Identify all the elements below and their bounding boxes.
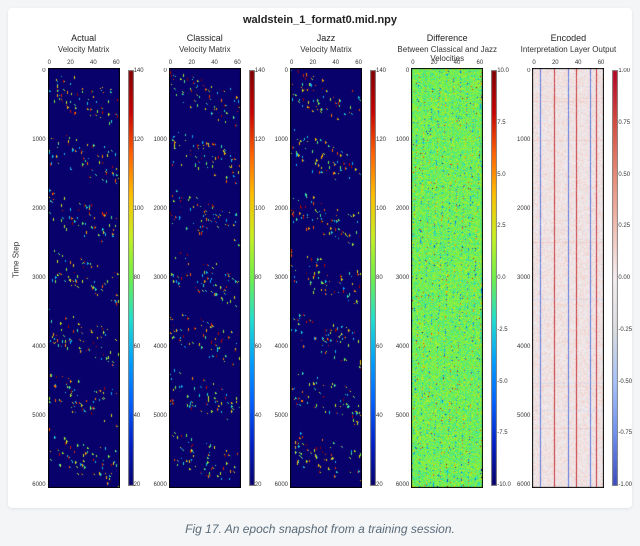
- figure-title: waldstein_1_format0.mid.npy: [8, 14, 632, 26]
- heatmap-canvas: [48, 68, 120, 488]
- plot-wrap: 020406001000200030004000500060001.000.75…: [532, 68, 604, 488]
- plot-wrap: 0204060010002000300040005000600014012010…: [290, 68, 362, 488]
- heatmap-canvas: [532, 68, 604, 488]
- y-ticks: 0100020003000400050006000: [510, 68, 530, 488]
- x-ticks: 0204060: [169, 60, 241, 66]
- colorbar-ticks: 1.000.750.500.250.00-0.25-0.50-0.75-1.00: [618, 68, 634, 488]
- panel-jazz: JazzVelocity Matrix020406001000200030004…: [268, 34, 383, 500]
- plot-wrap: 0204060010002000300040005000600014012010…: [48, 68, 120, 488]
- y-ticks: 0100020003000400050006000: [389, 68, 409, 488]
- plot-wrap: 0204060010002000300040005000600010.07.55…: [411, 68, 483, 488]
- x-ticks: 0204060: [532, 60, 604, 66]
- y-ticks: 0100020003000400050006000: [26, 68, 46, 488]
- heatmap-canvas: [290, 68, 362, 488]
- panel-actual: ActualVelocity Matrix0204060010002000300…: [26, 34, 141, 500]
- panel-difference: DifferenceBetween Classical and Jazz Vel…: [390, 34, 505, 500]
- panels-row: ActualVelocity Matrix0204060010002000300…: [26, 34, 626, 500]
- figure-caption: Fig 17. An epoch snapshot from a trainin…: [0, 522, 640, 536]
- x-ticks: 0204060: [48, 60, 120, 66]
- x-ticks: 0204060: [290, 60, 362, 66]
- panel-encoded: EncodedInterpretation Layer Output020406…: [511, 34, 626, 500]
- heatmap-canvas: [411, 68, 483, 488]
- panel-classical: ClassicalVelocity Matrix0204060010002000…: [147, 34, 262, 500]
- heatmap-canvas: [169, 68, 241, 488]
- figure-frame: waldstein_1_format0.mid.npy Time Step Ac…: [8, 8, 632, 508]
- plot-wrap: 0204060010002000300040005000600014012010…: [169, 68, 241, 488]
- x-ticks: 0204060: [411, 60, 483, 66]
- y-ticks: 0100020003000400050006000: [268, 68, 288, 488]
- y-axis-label: Time Step: [12, 242, 21, 278]
- y-ticks: 0100020003000400050006000: [147, 68, 167, 488]
